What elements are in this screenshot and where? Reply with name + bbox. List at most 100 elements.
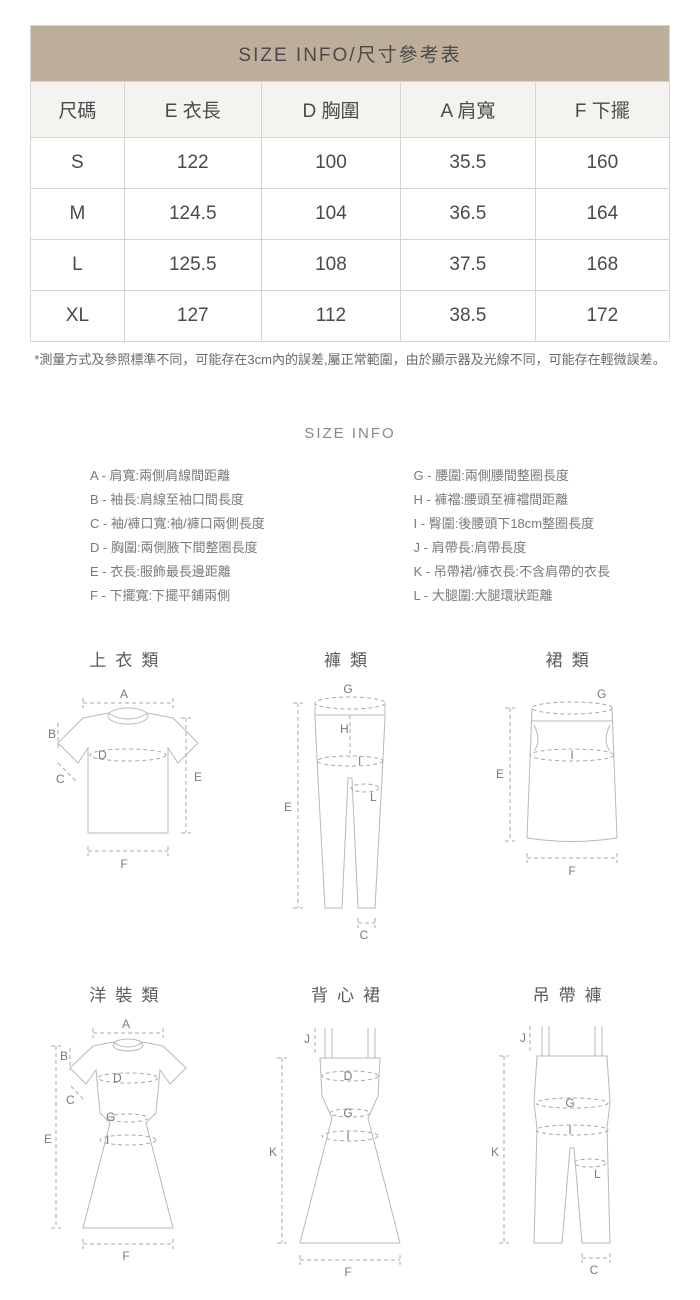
svg-text:B: B [48, 727, 56, 741]
svg-text:B: B [60, 1049, 68, 1063]
svg-text:G: G [565, 1096, 574, 1110]
diagram-dress: 洋裝類 A B C D G [30, 981, 227, 1278]
svg-text:I: I [106, 1133, 109, 1147]
diagram-grid: 上衣類 A B C D [30, 646, 670, 1278]
col-header: D 胸圍 [261, 82, 400, 138]
legend-item: A - 肩寬:兩側肩線間距離 [90, 464, 265, 488]
legend-item: B - 袖長:肩線至袖口間長度 [90, 488, 265, 512]
svg-text:D: D [344, 1069, 353, 1083]
svg-text:G: G [343, 1106, 352, 1120]
cell: 122 [124, 138, 261, 189]
legend-item: J - 肩帶長:肩帶長度 [414, 536, 610, 560]
col-header: F 下擺 [535, 82, 669, 138]
legend: A - 肩寬:兩側肩線間距離 B - 袖長:肩線至袖口間長度 C - 袖/褲口寬… [90, 464, 610, 608]
diagram-title: 洋裝類 [30, 981, 227, 1006]
col-header: 尺碼 [31, 82, 125, 138]
pants-icon: G H I L E [270, 683, 430, 943]
size-table-title: SIZE INFO/尺寸參考表 [31, 26, 670, 82]
disclaimer-text: *測量方式及參照標準不同，可能存在3cm內的誤差,屬正常範圍，由於顯示器及光線不… [20, 350, 680, 370]
cell: 172 [535, 291, 669, 342]
cell: L [31, 240, 125, 291]
svg-text:A: A [120, 687, 128, 701]
svg-text:J: J [304, 1032, 310, 1046]
cell: 108 [261, 240, 400, 291]
legend-item: L - 大腿圍:大腿環狀距離 [414, 584, 610, 608]
svg-text:F: F [121, 857, 128, 871]
svg-text:I: I [568, 1123, 571, 1137]
col-header: E 衣長 [124, 82, 261, 138]
diagram-title: 背心裙 [252, 981, 449, 1006]
svg-text:G: G [597, 687, 606, 701]
svg-text:E: E [496, 767, 504, 781]
svg-text:E: E [284, 800, 292, 814]
svg-text:L: L [594, 1167, 601, 1181]
svg-text:E: E [194, 770, 202, 784]
skirt-icon: G I E F [482, 683, 662, 883]
diagram-skirt: 裙類 G I E [473, 646, 670, 943]
legend-item: D - 胸圍:兩側腋下間整圈長度 [90, 536, 265, 560]
size-info-heading: SIZE INFO [0, 425, 700, 442]
svg-text:D: D [98, 748, 107, 762]
svg-text:K: K [491, 1145, 499, 1159]
svg-text:K: K [269, 1145, 277, 1159]
svg-text:C: C [66, 1093, 75, 1107]
svg-text:F: F [568, 864, 575, 878]
svg-text:I: I [346, 1129, 349, 1143]
table-row: L 125.5 108 37.5 168 [31, 240, 670, 291]
cell: S [31, 138, 125, 189]
table-row: XL 127 112 38.5 172 [31, 291, 670, 342]
cell: 112 [261, 291, 400, 342]
cell: 124.5 [124, 189, 261, 240]
diagram-pants: 褲類 G H I L E [252, 646, 449, 943]
svg-text:I: I [358, 754, 361, 768]
dress-icon: A B C D G I [38, 1018, 218, 1268]
svg-text:J: J [520, 1031, 526, 1045]
svg-text:G: G [106, 1110, 115, 1124]
svg-text:A: A [122, 1017, 130, 1031]
svg-text:C: C [56, 772, 65, 786]
diagram-title: 裙類 [473, 646, 670, 671]
cell: XL [31, 291, 125, 342]
diagram-overalls: 吊帶褲 J G I L [473, 981, 670, 1278]
table-row: M 124.5 104 36.5 164 [31, 189, 670, 240]
pinafore-icon: J D G I K [260, 1018, 440, 1278]
cell: 164 [535, 189, 669, 240]
cell: 104 [261, 189, 400, 240]
cell: 35.5 [401, 138, 535, 189]
legend-item: H - 褲襠:腰頭至褲襠間距離 [414, 488, 610, 512]
cell: 168 [535, 240, 669, 291]
diagram-title: 褲類 [252, 646, 449, 671]
svg-text:L: L [370, 790, 377, 804]
legend-left: A - 肩寬:兩側肩線間距離 B - 袖長:肩線至袖口間長度 C - 袖/褲口寬… [90, 464, 265, 608]
legend-item: I - 臀圍:後腰頭下18cm整圈長度 [414, 512, 610, 536]
diagram-tops: 上衣類 A B C D [30, 646, 227, 943]
legend-item: E - 衣長:服飾最長邊距離 [90, 560, 265, 584]
cell: 125.5 [124, 240, 261, 291]
size-table-header-row: 尺碼 E 衣長 D 胸圍 A 肩寬 F 下擺 [31, 82, 670, 138]
size-table: SIZE INFO/尺寸參考表 尺碼 E 衣長 D 胸圍 A 肩寬 F 下擺 S… [30, 25, 670, 342]
svg-text:C: C [589, 1263, 598, 1277]
cell: 127 [124, 291, 261, 342]
tops-icon: A B C D E [38, 683, 218, 883]
legend-right: G - 腰圍:兩側腰間整圈長度 H - 褲襠:腰頭至褲襠間距離 I - 臀圍:後… [414, 464, 610, 608]
cell: 37.5 [401, 240, 535, 291]
legend-item: K - 吊帶裙/褲衣長:不含肩帶的衣長 [414, 560, 610, 584]
legend-item: G - 腰圍:兩側腰間整圈長度 [414, 464, 610, 488]
diagram-title: 上衣類 [30, 646, 227, 671]
legend-item: C - 袖/褲口寬:袖/褲口兩側長度 [90, 512, 265, 536]
diagram-pinafore: 背心裙 J D G I [252, 981, 449, 1278]
svg-text:D: D [113, 1071, 122, 1085]
overalls-icon: J G I L K [482, 1018, 662, 1278]
table-row: S 122 100 35.5 160 [31, 138, 670, 189]
svg-text:H: H [340, 722, 349, 736]
svg-text:F: F [344, 1265, 351, 1279]
svg-text:F: F [123, 1249, 130, 1263]
svg-text:G: G [343, 682, 352, 696]
cell: 38.5 [401, 291, 535, 342]
cell: M [31, 189, 125, 240]
svg-text:I: I [570, 748, 573, 762]
cell: 160 [535, 138, 669, 189]
col-header: A 肩寬 [401, 82, 535, 138]
legend-item: F - 下擺寬:下擺平鋪兩側 [90, 584, 265, 608]
cell: 100 [261, 138, 400, 189]
